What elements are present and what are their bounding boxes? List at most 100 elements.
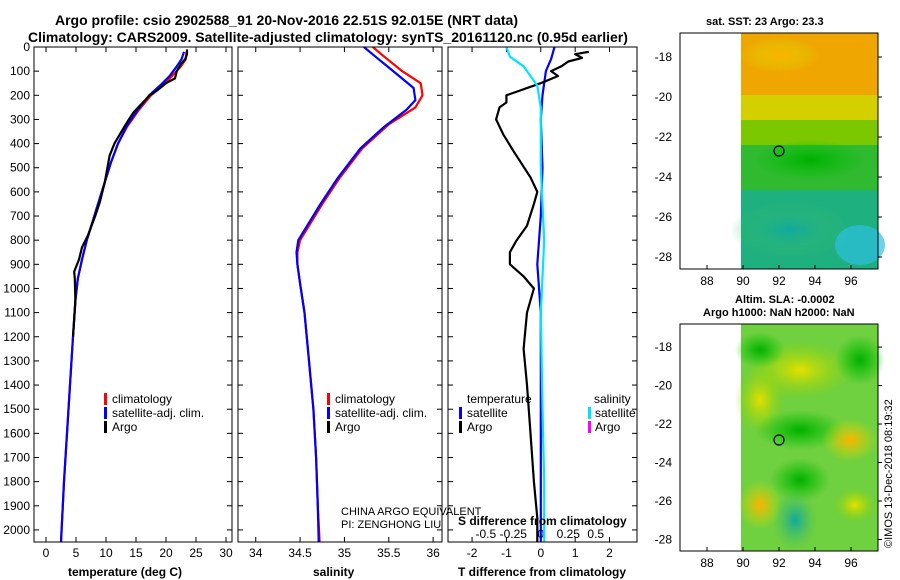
y-tick-label: 1000 bbox=[3, 281, 30, 295]
y-tick-label: 0 bbox=[23, 40, 30, 54]
legend-s-satellite: satellite bbox=[595, 406, 636, 420]
map-y-tick-label: -18 bbox=[655, 50, 673, 64]
x-tick-label: 20 bbox=[159, 546, 173, 560]
legend-argo: Argo bbox=[335, 420, 361, 434]
legend-t-argo: Argo bbox=[467, 420, 493, 434]
x-tick-label: 0 bbox=[537, 546, 544, 560]
legend-swatch-climatology bbox=[327, 393, 330, 405]
s-tick-label: 0.25 bbox=[557, 527, 581, 541]
sst-field-cool-blob bbox=[730, 202, 850, 258]
sla-map-axes: 88 90 92 94 96 -18 -20 -22 -24 -26 -28 bbox=[655, 340, 882, 570]
y-tick-label: 1200 bbox=[3, 330, 30, 344]
map-x-tick-label: 92 bbox=[772, 556, 786, 570]
temperature-lines bbox=[59, 49, 189, 542]
series-satellite-adj-clim bbox=[59, 51, 186, 542]
x-tick-label: 1 bbox=[572, 546, 579, 560]
imos-credit: ©IMOS 13-Dec-2018 08:19:32 bbox=[883, 399, 895, 548]
s-tick-label: 0.5 bbox=[587, 527, 604, 541]
map-y-tick-label: -20 bbox=[655, 379, 673, 393]
map-y-tick-label: -24 bbox=[655, 170, 673, 184]
salinity-lines bbox=[295, 47, 424, 542]
legend-climatology: climatology bbox=[112, 392, 172, 406]
sla-field-green-3 bbox=[835, 335, 885, 385]
y-tick-label: 100 bbox=[10, 64, 30, 78]
legend-swatch-t-argo bbox=[459, 421, 462, 433]
temperature-xlabel: temperature (deg C) bbox=[68, 565, 182, 579]
x-tick-label: 34 bbox=[249, 546, 263, 560]
x-tick-label: 35.5 bbox=[377, 546, 401, 560]
title-line-1: Argo profile: csio 2902588_91 20-Nov-201… bbox=[55, 12, 518, 28]
legend-satellite: satellite-adj. clim. bbox=[112, 406, 204, 420]
y-tick-label: 1800 bbox=[3, 475, 30, 489]
s-tick-label: -0.5 bbox=[475, 527, 496, 541]
x-tick-label: 2 bbox=[606, 546, 613, 560]
y-tick-label: 1400 bbox=[3, 378, 30, 392]
sla-field-yellow-3 bbox=[833, 487, 877, 523]
map-y-tick-label: -28 bbox=[655, 250, 673, 264]
map-x-tick-label: 94 bbox=[808, 274, 822, 288]
sla-field-green-4 bbox=[770, 458, 830, 502]
y-tick-label: 1900 bbox=[3, 499, 30, 513]
x-tick-label: 34.5 bbox=[288, 546, 312, 560]
difference-xlabel: T difference from climatology bbox=[458, 565, 626, 579]
legend-swatch-climatology bbox=[104, 393, 107, 405]
legend-swatch-s-argo bbox=[588, 421, 591, 433]
sla-float-marker bbox=[773, 434, 785, 446]
y-tick-label: 1700 bbox=[3, 450, 30, 464]
salinity-panel: 34 34.5 35 35.5 36 salinity climatology sate… bbox=[237, 46, 482, 579]
salinity-xlabel: salinity bbox=[313, 565, 355, 579]
series-t-argo bbox=[495, 50, 590, 542]
difference-xlabel-salinity: S difference from climatology bbox=[458, 514, 627, 528]
salinity-axes: 34 34.5 35 35.5 36 bbox=[238, 46, 442, 560]
sla-map-title-2: Argo h1000: NaN h2000: NaN bbox=[703, 307, 855, 319]
legend-swatch-t-satellite bbox=[459, 407, 462, 419]
x-tick-label: 36 bbox=[426, 546, 440, 560]
sst-map-axes: 88 90 92 94 96 -18 -20 -22 -24 -26 -28 bbox=[655, 50, 882, 288]
temperature-axes: 0100200300400500600700800900100011001200… bbox=[3, 40, 233, 560]
map-y-tick-label: -22 bbox=[655, 130, 673, 144]
legend-argo: Argo bbox=[112, 420, 138, 434]
difference-legend: temperature satellite Argo salinity sate… bbox=[459, 392, 636, 434]
salinity-legend: climatology satellite-adj. clim. Argo bbox=[327, 392, 427, 434]
map-x-tick-label: 94 bbox=[808, 556, 822, 570]
map-y-tick-label: -22 bbox=[655, 417, 673, 431]
temperature-panel: 0100200300400500600700800900100011001200… bbox=[3, 40, 233, 579]
map-y-tick-label: -26 bbox=[655, 210, 673, 224]
s-tick-label: -0.25 bbox=[500, 527, 528, 541]
y-tick-label: 500 bbox=[10, 161, 30, 175]
legend-swatch-satellite bbox=[104, 407, 107, 419]
map-x-tick-label: 90 bbox=[736, 556, 750, 570]
legend-salinity-title: salinity bbox=[594, 392, 631, 406]
difference-axes: -2 -1 0 1 2-0.5 -0.25 0 0.25 0.5 bbox=[448, 46, 637, 560]
y-tick-label: 900 bbox=[10, 257, 30, 271]
x-tick-label: 5 bbox=[73, 546, 80, 560]
x-tick-label: -1 bbox=[501, 546, 512, 560]
temperature-frame bbox=[33, 46, 233, 543]
title-line-2: Climatology: CARS2009. Satellite-adjuste… bbox=[28, 29, 628, 45]
sst-map-panel: sat. SST: 23 Argo: 23.3 88 90 92 94 96 -18 -20… bbox=[655, 16, 885, 288]
sla-field-green-2 bbox=[735, 332, 785, 368]
sla-map-title-1: Altim. SLA: -0.0002 bbox=[735, 294, 835, 306]
y-tick-label: 1600 bbox=[3, 426, 30, 440]
y-tick-label: 600 bbox=[10, 185, 30, 199]
legend-climatology: climatology bbox=[335, 392, 395, 406]
sst-float-marker bbox=[773, 145, 785, 157]
x-tick-label: 25 bbox=[189, 546, 203, 560]
difference-frame bbox=[447, 46, 638, 543]
annotation-pi: PI: ZENGHONG LIU bbox=[341, 519, 441, 531]
annotation-china-argo: CHINA ARGO EQUIVALENT bbox=[341, 506, 482, 518]
sla-map-field bbox=[735, 324, 885, 551]
map-x-tick-label: 92 bbox=[772, 274, 786, 288]
legend-swatch-satellite bbox=[327, 407, 330, 419]
map-x-tick-label: 90 bbox=[736, 274, 750, 288]
map-y-tick-label: -18 bbox=[655, 340, 673, 354]
sla-map-panel: Altim. SLA: -0.0002 Argo h1000: NaN h200… bbox=[655, 294, 885, 570]
map-x-tick-label: 88 bbox=[700, 556, 714, 570]
legend-t-satellite: satellite bbox=[467, 406, 508, 420]
y-tick-label: 1300 bbox=[3, 354, 30, 368]
x-tick-label: -2 bbox=[467, 546, 478, 560]
sst-field-cyan-blob bbox=[835, 225, 885, 265]
y-tick-label: 300 bbox=[10, 112, 30, 126]
salinity-frame bbox=[237, 46, 443, 543]
